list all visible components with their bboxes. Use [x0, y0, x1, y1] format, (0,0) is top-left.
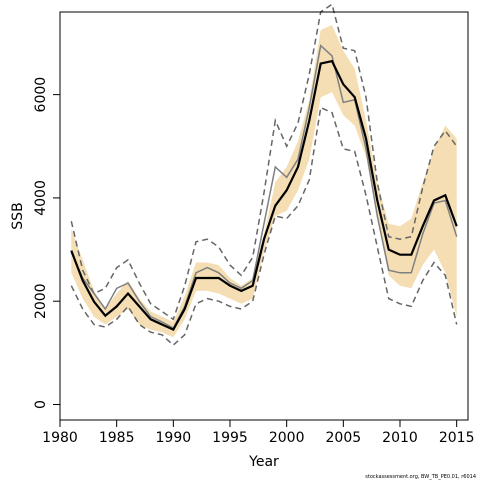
axes: 1980 1985 1990 1995 2000 2005 2010 2015 0 2000 400…: [33, 77, 474, 446]
x-tick-label: 2005: [326, 430, 362, 446]
x-axis-title: Year: [248, 454, 279, 470]
x-tick-label: 1995: [212, 430, 248, 446]
previous-ci-lower-line: [70, 106, 458, 347]
x-tick-label: 2010: [382, 430, 418, 446]
y-tick-label: 6000: [33, 77, 49, 113]
plot-frame: [59, 11, 469, 421]
x-tick-label: 1980: [42, 430, 78, 446]
x-tick-label: 1985: [99, 430, 135, 446]
y-axis-title: SSB: [10, 202, 26, 229]
previous-ci-upper-line: [70, 3, 458, 321]
ssb-estimate-line: [70, 59, 458, 332]
plot-area: [70, 3, 458, 347]
y-tick-label: 2000: [33, 283, 49, 319]
previous-estimate-line: [70, 44, 458, 330]
x-tick-label: 1990: [156, 430, 192, 446]
x-tick-label: 2000: [269, 430, 305, 446]
confidence-band: [71, 24, 457, 338]
y-tick-label: 0: [33, 400, 49, 409]
y-tick-label: 4000: [33, 180, 49, 216]
footnote: stockassessment.org, BW_TB_PE0.01, r6014: [365, 474, 476, 480]
x-tick-label: 2015: [439, 430, 475, 446]
